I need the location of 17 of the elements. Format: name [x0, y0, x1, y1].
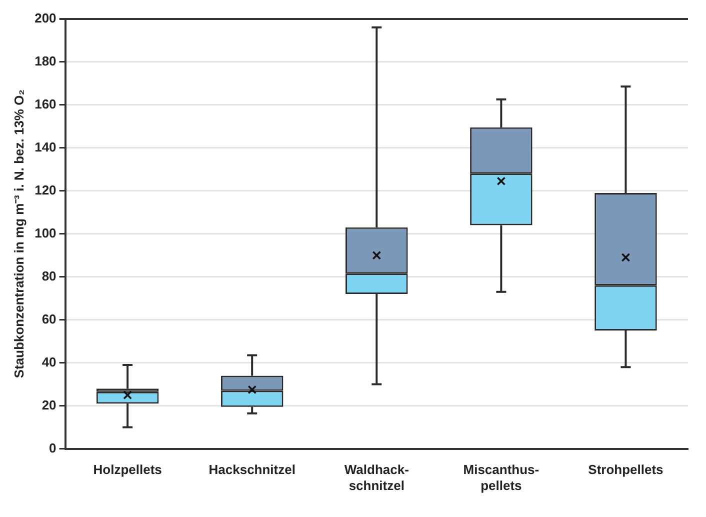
x-tick-label: Holzpellets — [93, 462, 162, 478]
x-tick-label: Hackschnitzel — [208, 462, 296, 478]
x-tick-label: Strohpellets — [588, 462, 664, 478]
y-tick-label: 100 — [34, 225, 56, 240]
y-tick-label: 200 — [34, 10, 56, 26]
y-tick-label: 180 — [34, 53, 56, 68]
x-tick-label: Miscanthus-pellets — [463, 462, 540, 493]
y-tick-label: 140 — [34, 139, 56, 154]
x-tick-label: Waldhack-schnitzel — [344, 462, 409, 493]
y-tick-label: 60 — [42, 311, 56, 326]
y-axis-title: Staubkonzentration in mg m⁻³ i. N. bez. 13% O₂ — [11, 89, 26, 378]
y-tick-label: 40 — [42, 354, 56, 370]
y-tick-label: 20 — [42, 397, 56, 412]
y-tick-label: 120 — [34, 182, 56, 198]
y-tick-label: 160 — [34, 96, 56, 112]
y-tick-label: 0 — [49, 440, 56, 456]
y-tick-label: 80 — [42, 268, 56, 284]
